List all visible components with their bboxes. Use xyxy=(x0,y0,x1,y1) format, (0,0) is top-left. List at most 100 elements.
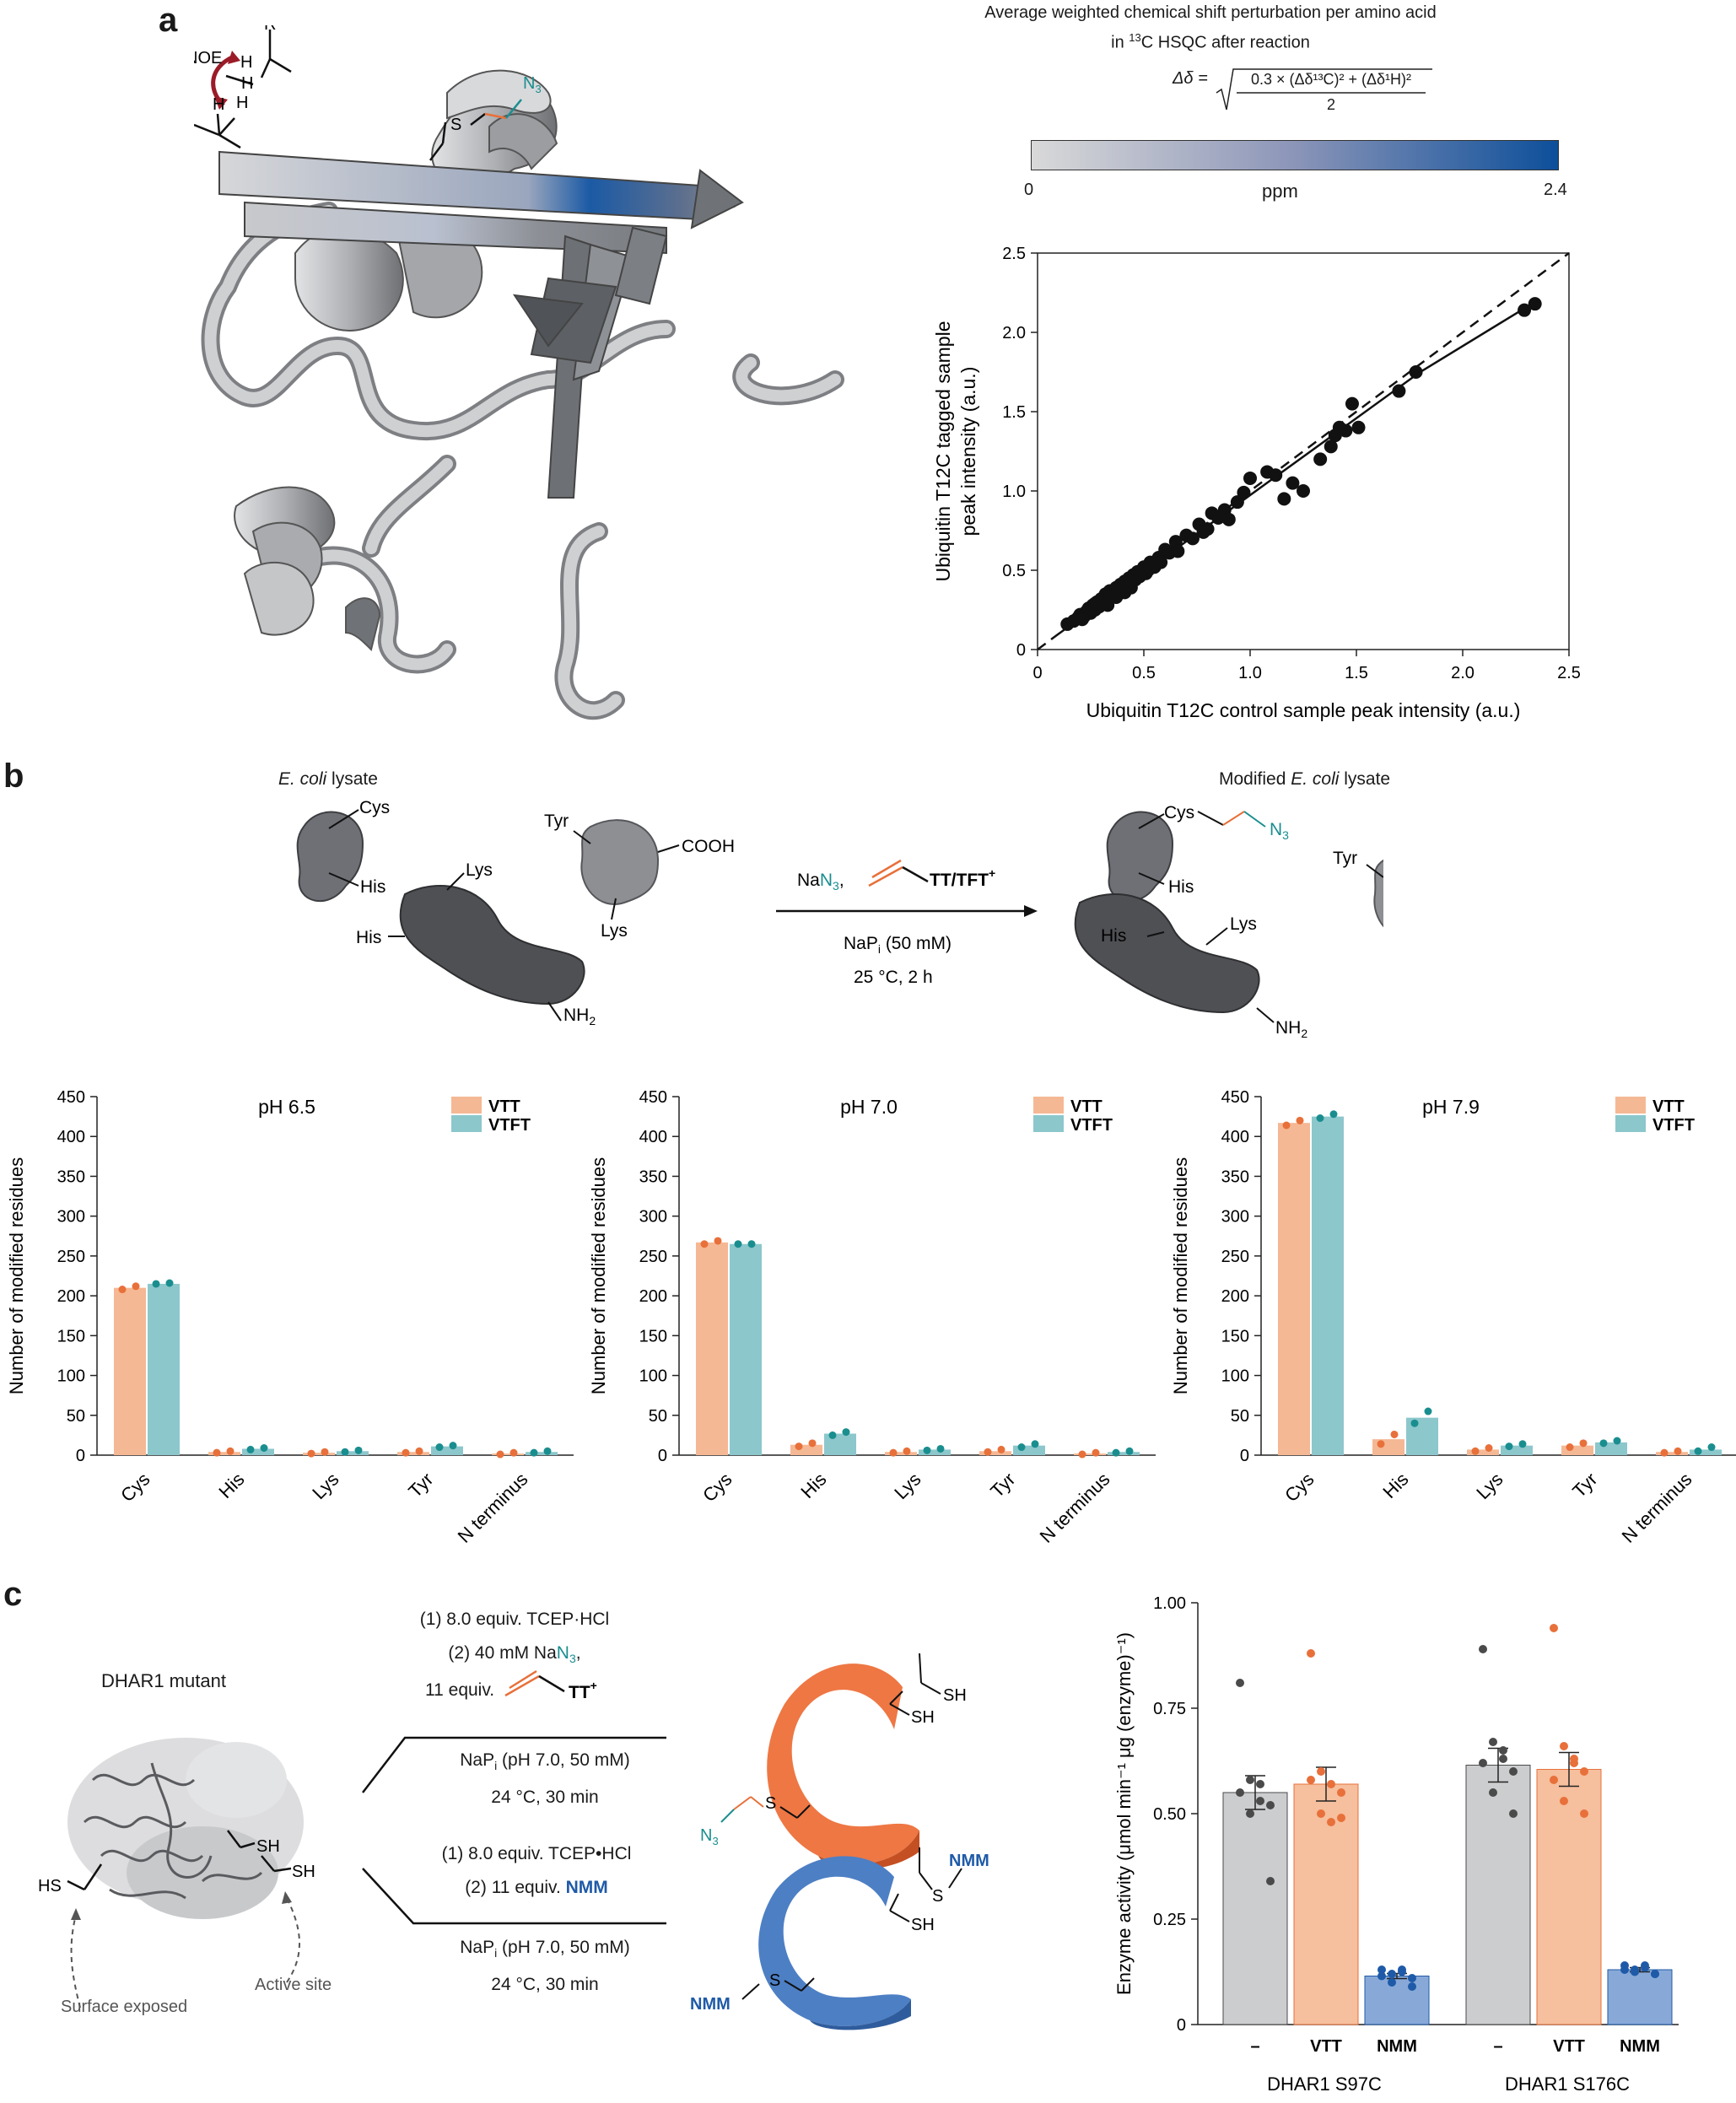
enzyme-point xyxy=(1560,1742,1568,1750)
enzyme-ylabel-group: Enzyme activity (μmol min⁻¹ μg (enzyme)⁻… xyxy=(1113,1632,1135,1995)
bar-ylabel-group: Number of modified residues xyxy=(6,1157,27,1394)
bar-category-label: Tyr xyxy=(1568,1469,1601,1502)
enzyme-point xyxy=(1256,1797,1264,1805)
scatter-point xyxy=(1313,452,1328,466)
protein-cys-his xyxy=(296,811,364,902)
legend-label-vtft: VTFT xyxy=(1652,1116,1695,1135)
bar-point-vtft xyxy=(1410,1419,1419,1427)
bar-vtt xyxy=(492,1453,524,1455)
bar-vtt xyxy=(1372,1439,1404,1455)
active-site-arrow xyxy=(286,1897,300,1983)
lys-label-left-tyr: Lys xyxy=(601,921,628,941)
bar-point-vtft xyxy=(1613,1437,1621,1445)
enzyme-point xyxy=(1388,1970,1396,1978)
legend-swatch-vtt xyxy=(1033,1097,1064,1114)
enzyme-point xyxy=(1550,1624,1558,1632)
his-label-right2: His xyxy=(1101,926,1126,946)
condition-temp-time: 25 °C, 2 h xyxy=(854,968,933,987)
bar-ytick-label: 50 xyxy=(1231,1407,1249,1426)
scatter-point xyxy=(1339,423,1353,438)
bar-point-vtt xyxy=(1390,1430,1399,1438)
n3-label-right: N3 xyxy=(1270,820,1289,842)
enzyme-point xyxy=(1509,1767,1518,1776)
bar-point-vtft xyxy=(530,1448,538,1457)
bar-point-vtt xyxy=(1471,1447,1480,1455)
bar-point-vtt xyxy=(213,1448,221,1457)
enzyme-point xyxy=(1317,1767,1325,1776)
dhar1-mutant-label: DHAR1 mutant xyxy=(101,1670,226,1691)
colorbar-title: Average weighted chemical shift perturba… xyxy=(979,0,1442,56)
bottom-cond-line2: (2) 11 equiv. NMM xyxy=(465,1878,608,1897)
legend-label-vtt: VTT xyxy=(488,1097,520,1116)
bar-point-vtft xyxy=(260,1444,268,1452)
bar-point-vtt xyxy=(700,1240,709,1248)
bar-point-vtt xyxy=(1674,1447,1682,1455)
top-cond-line3: 11 equiv. xyxy=(425,1680,495,1700)
bar-point-vtt xyxy=(889,1448,898,1457)
h-label-bottom: H xyxy=(213,95,224,114)
panel-letter-b: b xyxy=(3,758,24,795)
top-reaction-arrow xyxy=(362,1736,666,1793)
enzyme-point xyxy=(1307,1649,1315,1658)
scatter-ytick-label: 0 xyxy=(1016,641,1026,660)
bar-vtft xyxy=(337,1451,369,1455)
scatter-ylabel-line2: peak intensity (a.u.) xyxy=(957,367,979,537)
enzyme-point xyxy=(1580,1809,1588,1818)
reagent-nan3: NaN3, xyxy=(797,871,844,892)
enzyme-point xyxy=(1266,1801,1275,1809)
modified-products: SH SH S N3 S NMM SH S NMM xyxy=(690,1653,989,2030)
scatter-point xyxy=(1277,492,1291,506)
active-site-label: Active site xyxy=(255,1976,332,1994)
enzyme-point xyxy=(1479,1645,1487,1653)
bar-point-vtft xyxy=(152,1280,160,1288)
enzyme-group-label: DHAR1 S176C xyxy=(1505,2073,1630,2095)
protein-his-lys-nh2 xyxy=(399,885,585,1006)
bar-vtt xyxy=(1278,1123,1310,1455)
bar-point-vtt xyxy=(903,1447,911,1455)
scatter-xtick-label: 1.5 xyxy=(1345,664,1368,682)
bar-point-vtft xyxy=(1031,1440,1039,1448)
scatter-point xyxy=(1409,365,1423,379)
bar-vtft xyxy=(431,1446,463,1455)
his-label-right: His xyxy=(1168,877,1194,897)
enzyme-point xyxy=(1307,1776,1315,1784)
enzyme-ytick-label: 0.50 xyxy=(1153,1805,1186,1824)
legend-label-vtt: VTT xyxy=(1652,1097,1685,1116)
bar-ylabel: Number of modified residues xyxy=(1170,1157,1191,1394)
bar-point-vtt xyxy=(496,1450,504,1459)
bar-vtft xyxy=(1013,1445,1045,1455)
enzyme-bar xyxy=(1364,1976,1430,2025)
scatter-point xyxy=(1351,420,1366,434)
bar-point-vtft xyxy=(1017,1443,1026,1452)
bottom-cond-line1: (1) 8.0 equiv. TCEP•HCl xyxy=(441,1844,632,1863)
scatter-frame xyxy=(1037,252,1570,650)
enzyme-ytick-label: 0.75 xyxy=(1153,1700,1186,1718)
scatter-point xyxy=(1286,476,1300,490)
bar-category-label: His xyxy=(796,1469,830,1502)
bar-point-vtft xyxy=(1329,1110,1338,1119)
hs-label: HS xyxy=(38,1877,62,1895)
linker-chain xyxy=(429,99,522,161)
sh-label-2: SH xyxy=(292,1863,315,1881)
enzyme-point xyxy=(1489,1788,1497,1797)
scatter-point xyxy=(1237,485,1251,499)
bar-ylabel-group: Number of modified residues xyxy=(588,1157,609,1394)
bar-ytick-label: 150 xyxy=(639,1327,667,1345)
bar-vtt xyxy=(696,1242,728,1455)
tyr-label-right: Tyr xyxy=(1333,849,1357,868)
enzyme-point xyxy=(1388,1978,1396,1987)
enzyme-bar xyxy=(1607,1969,1673,2025)
bar-ytick-label: 300 xyxy=(1221,1208,1249,1227)
bar-ytick-label: 100 xyxy=(1221,1367,1249,1386)
methyl-groups xyxy=(194,30,292,149)
colorbar-unit: ppm xyxy=(1262,181,1298,202)
nh2-label-left: NH2 xyxy=(563,1006,596,1027)
scatter-point xyxy=(1185,531,1200,546)
bar-ytick-label: 350 xyxy=(1221,1167,1249,1186)
scatter-ytick-label: 1.5 xyxy=(1002,403,1026,422)
bottom-reaction-arrow xyxy=(362,1868,666,1925)
bar-category-label: N terminus xyxy=(1036,1469,1114,1544)
bar-ytick-label: 0 xyxy=(1240,1447,1249,1465)
enzyme-point xyxy=(1377,1965,1386,1974)
bar-point-vtt xyxy=(118,1286,127,1294)
